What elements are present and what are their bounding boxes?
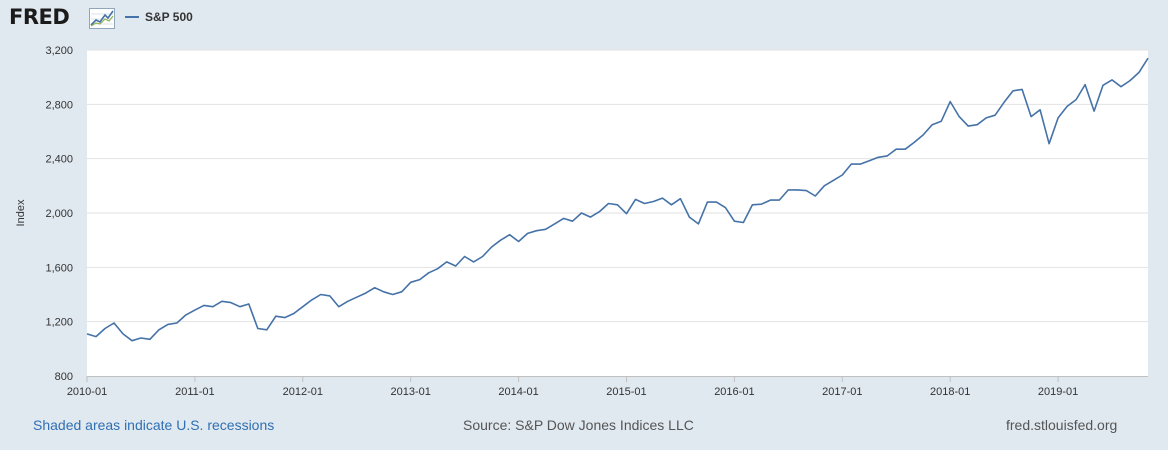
x-tick-label: 2014-01	[498, 386, 538, 398]
site-link[interactable]: fred.stlouisfed.org	[1006, 417, 1118, 433]
x-tick-label: 2017-01	[822, 386, 862, 398]
gridlines	[87, 49, 1148, 323]
x-tick-label: 2013-01	[391, 386, 431, 398]
x-tick-label: 2018-01	[930, 386, 970, 398]
source-text: Source: S&P Dow Jones Indices LLC	[463, 417, 694, 433]
x-tick-label: 2019-01	[1038, 386, 1078, 398]
x-tick-label: 2012-01	[283, 386, 323, 398]
y-tick-label: 2,000	[45, 208, 73, 220]
x-tick-label: 2010-01	[67, 386, 107, 398]
fred-logo[interactable]: FRED	[9, 5, 70, 29]
x-axis-ticks: 2010-01 2011-01 2012-01 2013-01 2014-01 2015-…	[67, 376, 1148, 398]
y-tick-label: 1,600	[45, 262, 73, 274]
y-tick-label: 800	[55, 371, 73, 383]
header: FRED S&P 500	[0, 0, 1168, 40]
recession-note-link[interactable]: Shaded areas indicate U.S. recessions	[33, 417, 275, 433]
x-tick-label: 2011-01	[175, 386, 215, 398]
y-tick-label: 2,400	[45, 154, 73, 166]
legend-label: S&P 500	[145, 10, 193, 24]
y-axis-ticks: 800 1,200 1,600 2,000 2,400 2,800 3,200	[45, 45, 73, 383]
x-tick-label: 2016-01	[714, 386, 754, 398]
legend[interactable]: S&P 500	[125, 10, 193, 24]
y-axis-label: Index	[15, 199, 27, 226]
x-tick-label: 2015-01	[606, 386, 646, 398]
series-line-sp500	[86, 57, 1149, 342]
y-tick-label: 2,800	[45, 99, 73, 111]
y-tick-label: 1,200	[45, 317, 73, 329]
y-tick-label: 3,200	[45, 45, 73, 57]
legend-swatch	[125, 16, 139, 18]
line-graph-icon	[89, 8, 115, 29]
